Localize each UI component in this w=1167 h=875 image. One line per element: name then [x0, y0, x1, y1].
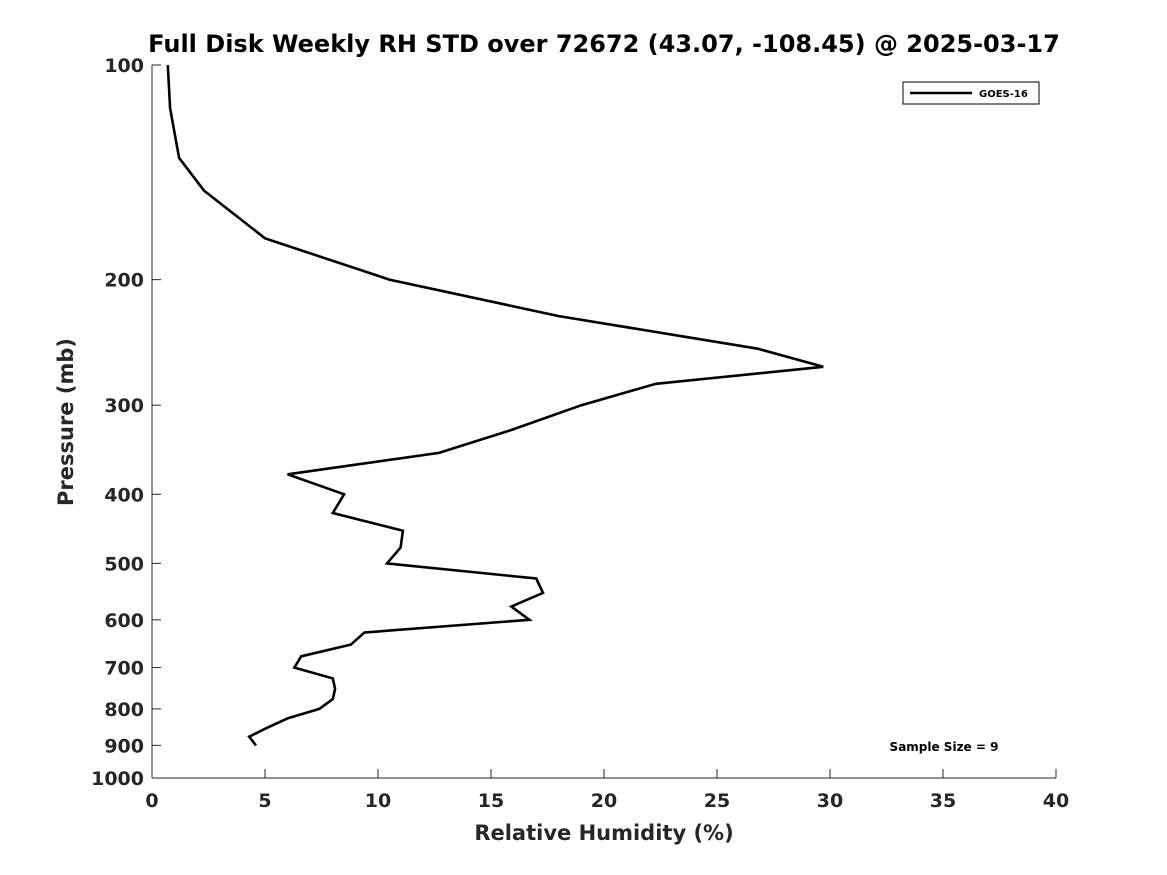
y-tick-label: 200 — [104, 270, 144, 292]
y-tick-label: 300 — [104, 395, 144, 417]
y-tick-label: 500 — [104, 553, 144, 575]
y-tick-label: 400 — [104, 484, 144, 506]
y-axis-label: Pressure (mb) — [54, 338, 78, 506]
x-tick-label: 5 — [258, 790, 271, 812]
y-tick-label: 700 — [104, 658, 144, 680]
x-axis-label: Relative Humidity (%) — [474, 821, 733, 845]
x-tick-label: 40 — [1043, 790, 1069, 812]
y-tick-label: 800 — [104, 699, 144, 721]
series-line-goes-16 — [166, 64, 824, 747]
x-tick-label: 15 — [478, 790, 504, 812]
x-tick-label: 30 — [817, 790, 843, 812]
plot-area: 0 5 10 15 20 25 30 35 40 100 200 300 400 500 600 700 800… — [91, 55, 1069, 812]
legend: GOES-16 — [902, 81, 1040, 105]
x-tick-label: 20 — [591, 790, 617, 812]
x-tick-label: 35 — [930, 790, 956, 812]
y-tick-label: 600 — [104, 610, 144, 632]
y-tick-label: 100 — [104, 55, 144, 77]
y-tick-label: 900 — [104, 735, 144, 757]
chart-title: Full Disk Weekly RH STD over 72672 (43.0… — [148, 30, 1060, 58]
sample-size-annotation: Sample Size = 9 — [890, 740, 999, 754]
y-tick-label: 1000 — [91, 768, 144, 790]
x-tick-label: 0 — [145, 790, 158, 812]
x-tick-label: 25 — [704, 790, 730, 812]
legend-label-goes-16: GOES-16 — [979, 89, 1028, 100]
x-tick-label: 10 — [365, 790, 391, 812]
